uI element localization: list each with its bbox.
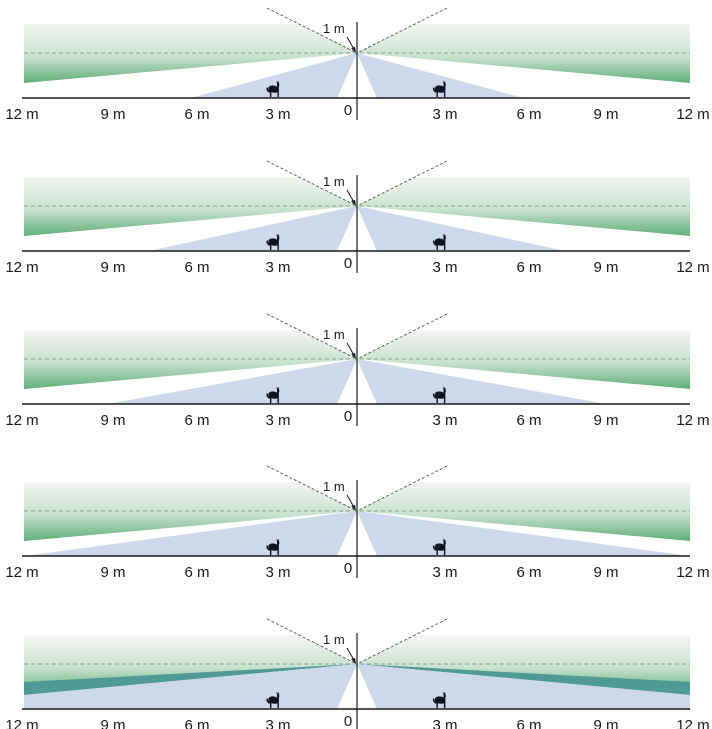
arrow-head <box>351 47 356 53</box>
beam-line <box>266 313 358 360</box>
axis-label: 9 m <box>593 412 618 429</box>
axis-label: 9 m <box>593 259 618 276</box>
axis-label: 6 m <box>516 106 541 123</box>
upper-zone-right <box>357 24 690 83</box>
axis-label: 9 m <box>593 564 618 581</box>
axis-label: 3 m <box>432 564 457 581</box>
axis-label: 3 m <box>432 717 457 729</box>
axis-label: 6 m <box>184 259 209 276</box>
floor-zone-right <box>357 206 566 251</box>
beam-line <box>266 618 358 665</box>
floor-zone-left <box>148 206 357 251</box>
axis-label: 0 <box>344 102 352 119</box>
height-label: 1 m <box>323 21 345 36</box>
axis-label: 9 m <box>100 412 125 429</box>
axis-label: 6 m <box>516 717 541 729</box>
height-label: 1 m <box>323 632 345 647</box>
axis-label: 0 <box>344 255 352 272</box>
arrow-head <box>351 200 356 206</box>
axis-label: 3 m <box>432 259 457 276</box>
axis-label: 6 m <box>516 412 541 429</box>
beam-line <box>356 160 448 207</box>
arrow-head <box>351 353 356 359</box>
axis-label: 12 m <box>5 717 38 729</box>
panel: 1 m 12 m 9 m 6 m 3 m 0 3 m 6 m 9 m 12 m <box>5 160 710 276</box>
axis-label: 3 m <box>265 259 290 276</box>
axis-label: 12 m <box>676 412 709 429</box>
upper-zone-left <box>24 177 357 236</box>
arrow-head <box>351 658 356 664</box>
floor-zone-left <box>107 359 357 404</box>
arrow-head <box>351 505 356 511</box>
height-label: 1 m <box>323 479 345 494</box>
axis-label: 12 m <box>5 564 38 581</box>
panel: 1 m 12 m 9 m 6 m 3 m 0 3 m 6 m 9 m 12 m <box>5 313 710 429</box>
axis-label: 0 <box>344 713 352 729</box>
upper-zone-right <box>357 482 690 541</box>
axis-label: 12 m <box>5 412 38 429</box>
axis-label: 9 m <box>100 106 125 123</box>
axis-label: 12 m <box>676 259 709 276</box>
axis-label: 9 m <box>593 106 618 123</box>
panel: 1 m 12 m 9 m 6 m 3 m 0 3 m 6 m 9 m 12 m <box>5 465 710 581</box>
axis-label: 3 m <box>265 717 290 729</box>
axis-label: 12 m <box>676 564 709 581</box>
panel: 1 m 12 m 9 m 6 m 3 m 0 3 m 6 m 9 m 12 m <box>5 618 710 729</box>
axis-label: 3 m <box>265 412 290 429</box>
axis-label: 3 m <box>432 412 457 429</box>
axis-label: 12 m <box>676 717 709 729</box>
axis-label: 6 m <box>516 564 541 581</box>
height-label: 1 m <box>323 327 345 342</box>
beam-line <box>266 465 358 512</box>
beam-line <box>356 465 448 512</box>
axis-label: 12 m <box>676 106 709 123</box>
panel: 1 m 12 m 9 m 6 m 3 m 0 3 m 6 m 9 m 12 m <box>5 7 710 123</box>
axis-label: 3 m <box>265 106 290 123</box>
upper-zone-left <box>24 330 357 389</box>
upper-zone-right <box>357 330 690 389</box>
beam-line <box>356 7 448 54</box>
upper-zone-left <box>24 482 357 541</box>
axis-label: 9 m <box>593 717 618 729</box>
axis-label: 9 m <box>100 259 125 276</box>
beam-line <box>356 313 448 360</box>
axis-label: 0 <box>344 408 352 425</box>
floor-zone-right <box>357 53 524 98</box>
axis-label: 0 <box>344 560 352 577</box>
axis-label: 6 m <box>184 412 209 429</box>
upper-zone-right <box>357 177 690 236</box>
axis-label: 6 m <box>184 106 209 123</box>
upper-zone-left <box>24 24 357 83</box>
axis-label: 3 m <box>265 564 290 581</box>
axis-label: 6 m <box>516 259 541 276</box>
beam-line <box>266 160 358 207</box>
floor-zone-left <box>190 53 357 98</box>
axis-label: 3 m <box>432 106 457 123</box>
beam-line <box>266 7 358 54</box>
beam-line <box>356 618 448 665</box>
axis-label: 12 m <box>5 259 38 276</box>
axis-label: 12 m <box>5 106 38 123</box>
axis-label: 9 m <box>100 717 125 729</box>
height-label: 1 m <box>323 174 345 189</box>
axis-label: 9 m <box>100 564 125 581</box>
axis-label: 6 m <box>184 717 209 729</box>
floor-zone-right <box>357 359 607 404</box>
axis-label: 6 m <box>184 564 209 581</box>
